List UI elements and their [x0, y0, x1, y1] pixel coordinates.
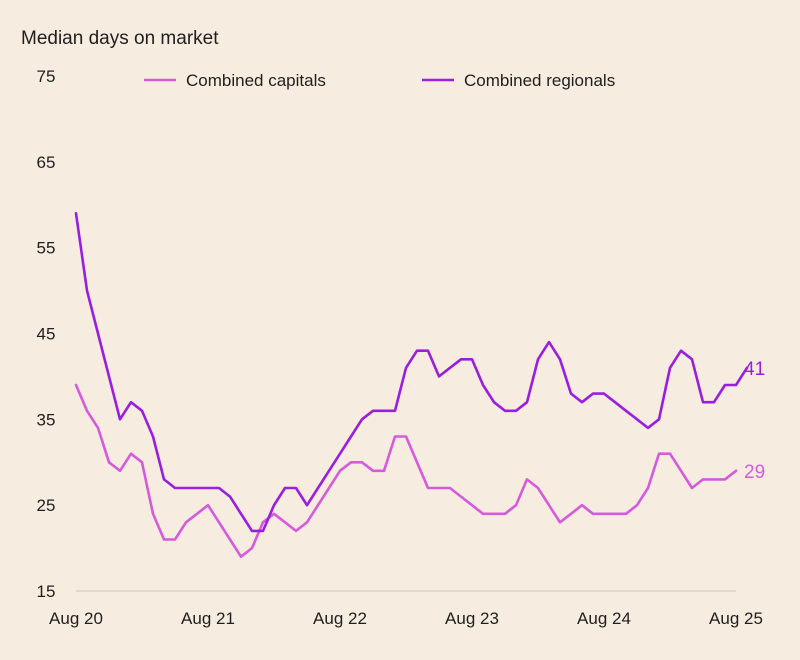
x-tick-label: Aug 25 — [709, 609, 763, 628]
series-line-combined-capitals — [74, 383, 738, 559]
legend-label: Combined capitals — [186, 71, 326, 90]
x-tick-group: Aug 20 Aug 21 Aug 22 Aug 23 Aug 24 Aug 25 — [49, 609, 763, 628]
x-tick-label: Aug 24 — [577, 609, 631, 628]
y-tick-label: 65 — [37, 153, 56, 172]
y-tick-label: 75 — [37, 67, 56, 86]
x-tick-label: Aug 21 — [181, 609, 235, 628]
x-tick-label: Aug 23 — [445, 609, 499, 628]
end-label-group: 29 41 — [744, 359, 765, 483]
y-tick-label: 25 — [37, 496, 56, 515]
y-tick-label: 45 — [37, 325, 56, 344]
y-tick-label: 15 — [37, 582, 56, 601]
y-tick-label: 35 — [37, 410, 56, 429]
series-line-combined-regionals — [74, 212, 749, 533]
y-tick-group: 15 25 35 45 55 65 75 — [37, 67, 56, 601]
legend-label: Combined regionals — [464, 71, 615, 90]
x-tick-label: Aug 20 — [49, 609, 103, 628]
series-end-label: 29 — [744, 462, 765, 483]
x-tick-label: Aug 22 — [313, 609, 367, 628]
y-tick-label: 55 — [37, 239, 56, 258]
y-axis-title: Median days on market — [21, 28, 219, 49]
legend: Combined capitals Combined regionals — [144, 71, 615, 90]
series-end-label: 41 — [744, 359, 765, 380]
series-layer — [74, 212, 749, 559]
